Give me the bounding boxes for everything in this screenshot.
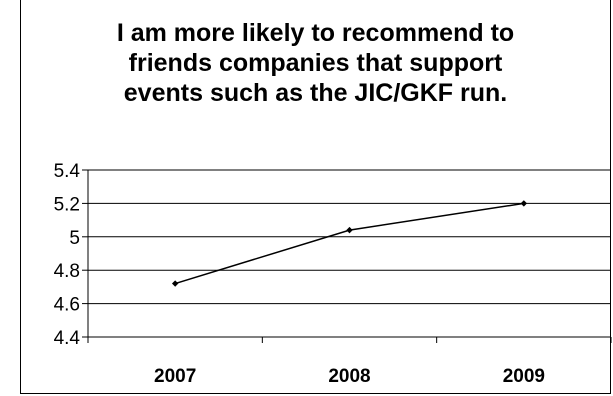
y-axis-tick-label: 5.4 bbox=[54, 161, 81, 182]
chart-title-line-2: friends companies that support bbox=[128, 49, 503, 77]
y-axis-tick-label: 5 bbox=[69, 228, 80, 249]
axes bbox=[82, 169, 612, 343]
gridlines bbox=[88, 169, 611, 305]
x-axis-category-labels: 2007 2008 2009 bbox=[154, 366, 545, 387]
series-line-path bbox=[174, 202, 524, 285]
y-axis-tick-label: 4.8 bbox=[54, 261, 80, 282]
series-line bbox=[171, 200, 528, 287]
data-point-marker bbox=[520, 200, 528, 207]
x-axis-category-label: 2007 bbox=[154, 366, 196, 387]
y-axis-tick-label: 4.4 bbox=[54, 328, 81, 349]
x-axis-category-label: 2008 bbox=[328, 366, 370, 387]
chart-title-line-1: I am more likely to recommend to bbox=[116, 19, 515, 47]
chart-title-line-3: events such as the JIC/GKF run. bbox=[123, 79, 508, 107]
chart-frame bbox=[20, 0, 611, 394]
data-point-marker bbox=[346, 226, 353, 234]
y-axis-tick-label: 4.6 bbox=[54, 295, 80, 316]
x-axis-category-label: 2009 bbox=[503, 366, 545, 387]
chart-title: I am more likely to recommend to friends… bbox=[20, 18, 611, 108]
y-axis-tick-labels: 5.4 5.2 5 4.8 4.6 4.4 bbox=[54, 161, 81, 349]
y-axis-tick-label: 5.2 bbox=[54, 194, 80, 215]
data-point-marker bbox=[171, 280, 179, 287]
